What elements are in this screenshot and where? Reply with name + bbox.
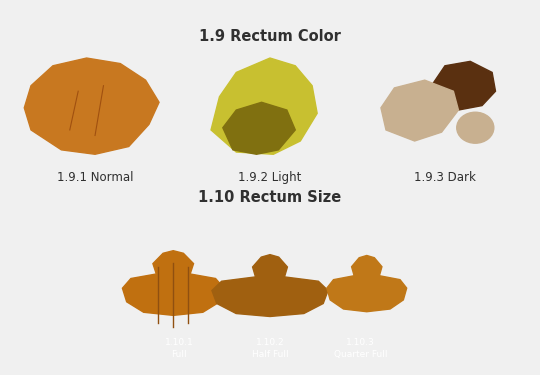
Polygon shape — [223, 102, 295, 154]
Text: 1.10.3: 1.10.3 — [346, 338, 375, 347]
Text: 1.9.3 Dark: 1.9.3 Dark — [414, 171, 476, 184]
Text: Half Full: Half Full — [252, 350, 288, 358]
Text: 1.10.1: 1.10.1 — [165, 338, 194, 347]
Text: 1.9.2 Light: 1.9.2 Light — [238, 171, 302, 184]
Text: Quarter Full: Quarter Full — [334, 350, 388, 358]
Polygon shape — [212, 255, 328, 316]
Polygon shape — [123, 251, 224, 315]
Polygon shape — [327, 255, 407, 312]
Text: 1.10 Rectum Size: 1.10 Rectum Size — [198, 190, 342, 206]
Ellipse shape — [457, 112, 494, 143]
Polygon shape — [431, 62, 496, 110]
Text: 1.9.1 Normal: 1.9.1 Normal — [57, 171, 133, 184]
Polygon shape — [381, 80, 458, 141]
Polygon shape — [24, 58, 159, 154]
Polygon shape — [211, 58, 317, 154]
Text: Full: Full — [172, 350, 187, 358]
Text: 1.10.2: 1.10.2 — [255, 338, 285, 347]
Text: 1.9 Rectum Color: 1.9 Rectum Color — [199, 29, 341, 44]
